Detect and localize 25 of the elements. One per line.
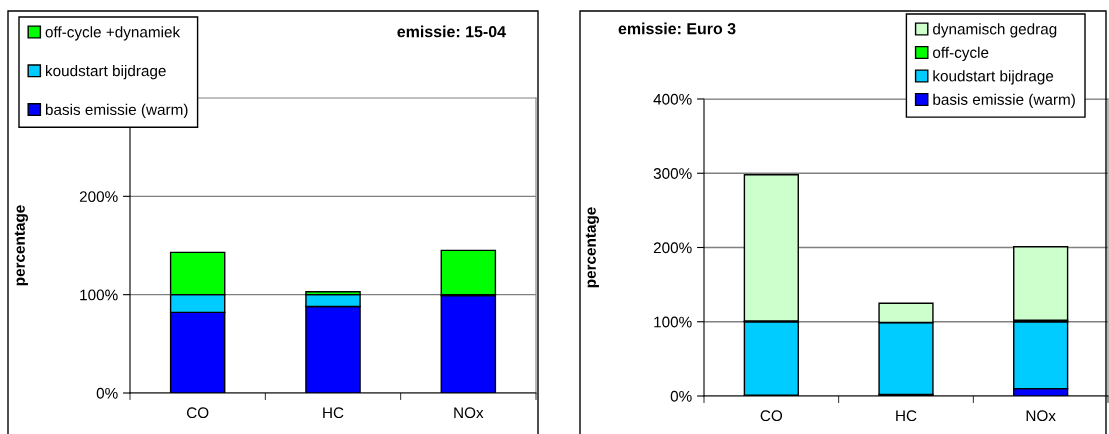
y-tick-label: 100% bbox=[654, 316, 692, 328]
legend-label: koudstart bijdrage bbox=[933, 70, 1054, 85]
x-tick-label: CO bbox=[186, 407, 209, 419]
x-tick-label: CO bbox=[760, 410, 783, 422]
y-tick-label: 400% bbox=[653, 93, 692, 105]
y-axis-title: percentage bbox=[14, 205, 28, 286]
y-axis-title: percentage bbox=[585, 207, 599, 288]
legend-label: dynamisch gedrag bbox=[933, 23, 1057, 38]
legend-label: off-cycle bbox=[933, 46, 989, 61]
x-tick-label: HC bbox=[896, 410, 917, 422]
y-tick-label: 200% bbox=[653, 242, 692, 254]
y-tick-label: 300% bbox=[653, 168, 692, 179]
legend-label: basis emissie (warm) bbox=[933, 93, 1075, 108]
x-tick-label: HC bbox=[323, 407, 344, 419]
legend-label: basis emissie (warm) bbox=[45, 103, 188, 119]
legend-label: koudstart bijdrage bbox=[46, 65, 166, 80]
y-tick-label: 200% bbox=[79, 191, 118, 203]
x-tick-label: NOx bbox=[454, 407, 484, 419]
x-tick-label: NOx bbox=[1026, 410, 1056, 422]
y-tick-label: 0% bbox=[670, 390, 692, 402]
y-tick-label: 0% bbox=[96, 387, 118, 399]
legend-label: off-cycle +dynamiek bbox=[45, 26, 181, 41]
chart-title: emissie: 15-04 bbox=[397, 25, 506, 38]
y-tick-label: 100% bbox=[80, 289, 118, 301]
chart-title: emissie: Euro 3 bbox=[618, 22, 736, 35]
